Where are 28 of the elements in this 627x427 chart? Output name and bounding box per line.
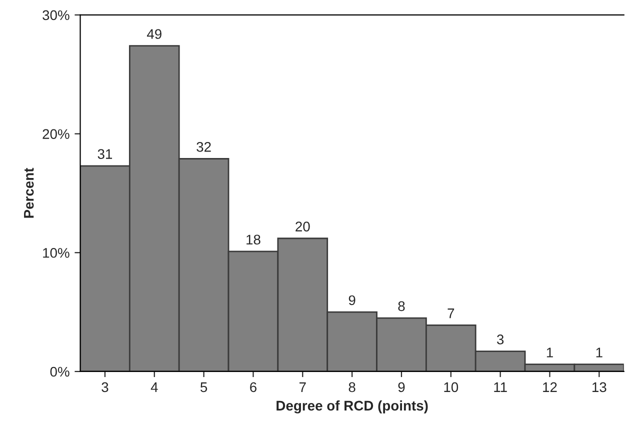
annotation: 20: [296, 222, 310, 232]
annotation: 31: [98, 149, 112, 159]
x-tick-label: 10: [444, 382, 458, 392]
annotation: 1: [546, 348, 553, 358]
y-tick-label: 10%: [43, 248, 70, 258]
annotation: 9: [348, 295, 356, 306]
x-tick-label: 11: [494, 382, 507, 392]
annotation: 18: [246, 234, 260, 245]
y-tick-label: 30%: [42, 10, 70, 20]
x-tick-label: 12: [543, 382, 557, 392]
x-axis-title: Degree of RCD (points): [276, 400, 428, 414]
x-tick-label: 9: [398, 382, 405, 392]
annotation: 32: [196, 142, 211, 152]
y-tick-label: 20%: [42, 129, 70, 139]
x-tick-label: 4: [150, 382, 158, 392]
y-tick-label: 0%: [50, 366, 70, 377]
y-axis-title: Percent: [24, 168, 34, 218]
x-tick-label: 7: [299, 382, 306, 392]
annotation: 8: [398, 301, 405, 312]
annotation: 3: [496, 334, 504, 344]
x-tick-label: 8: [348, 382, 356, 392]
annotation: 1: [596, 348, 602, 358]
x-tick-label: 5: [200, 382, 208, 392]
x-tick-label: 13: [592, 382, 606, 392]
x-tick-label: 6: [250, 382, 256, 392]
annotation: 49: [146, 29, 162, 39]
annotation: 7: [448, 308, 454, 318]
x-tick-label: 3: [102, 382, 108, 392]
